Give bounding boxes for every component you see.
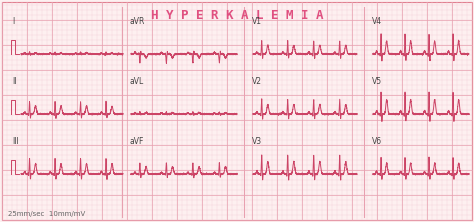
Text: aVL: aVL (130, 77, 144, 86)
Text: H Y P E R K A L E M I A: H Y P E R K A L E M I A (151, 9, 323, 22)
Text: V3: V3 (252, 137, 262, 146)
Text: V2: V2 (252, 77, 262, 86)
Text: aVR: aVR (130, 17, 146, 26)
Text: III: III (12, 137, 19, 146)
Text: V5: V5 (372, 77, 382, 86)
Text: V1: V1 (252, 17, 262, 26)
Text: I: I (12, 17, 14, 26)
Text: V6: V6 (372, 137, 382, 146)
Text: V4: V4 (372, 17, 382, 26)
Text: aVF: aVF (130, 137, 145, 146)
Text: 25mm/sec  10mm/mV: 25mm/sec 10mm/mV (8, 211, 85, 217)
Text: II: II (12, 77, 17, 86)
